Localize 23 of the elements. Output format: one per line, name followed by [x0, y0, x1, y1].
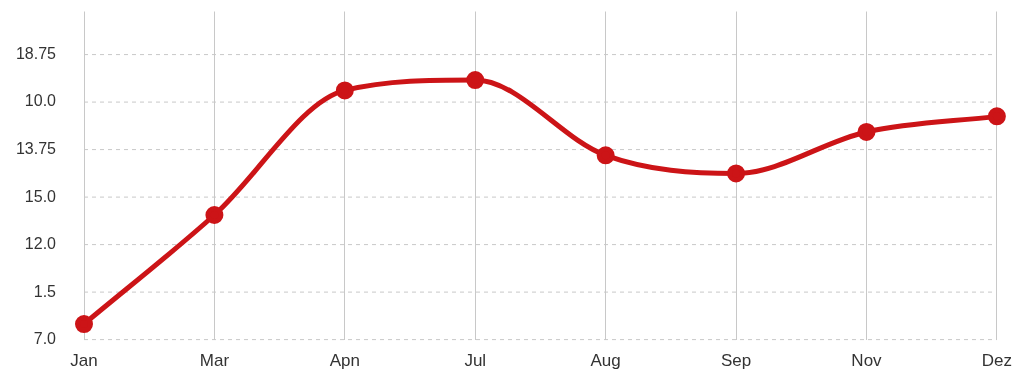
- x-tick-label: Jan: [70, 351, 98, 371]
- x-tick-label: Sep: [720, 351, 752, 371]
- x-tick-label: Dez: [981, 351, 1012, 371]
- text: 18.75: [15, 45, 57, 62]
- point: [727, 164, 746, 183]
- point: [987, 107, 1006, 126]
- text: 13.75: [15, 140, 57, 157]
- point: [857, 122, 876, 141]
- x-tick-label: Apn: [329, 351, 360, 371]
- point: [205, 206, 224, 225]
- point: [596, 146, 615, 165]
- x-tick-label: Mar: [199, 351, 230, 371]
- x-tick-label: Aug: [590, 351, 621, 371]
- x-tick-label: Nov: [851, 351, 883, 371]
- text: 1.5: [33, 282, 57, 300]
- x-tick-label: Jul: [464, 351, 487, 371]
- text: 7.0: [33, 330, 57, 348]
- point: [466, 71, 485, 90]
- text: 15.0: [24, 187, 57, 205]
- text: 10.0: [24, 92, 57, 110]
- point: [75, 315, 93, 334]
- point: [335, 81, 354, 100]
- text: 12.0: [24, 235, 57, 252]
